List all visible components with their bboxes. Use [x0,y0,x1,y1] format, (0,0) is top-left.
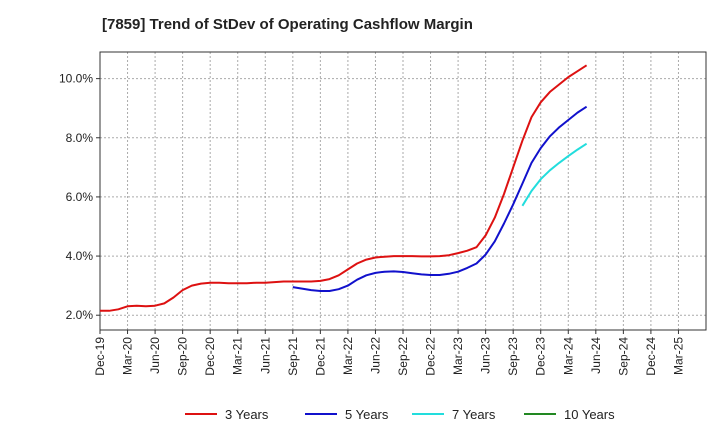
x-tick-label: Mar-25 [671,337,685,375]
x-tick-label: Sep-24 [616,337,630,376]
x-tick-label: Dec-21 [313,337,327,376]
y-axis-ticks: 2.0% 4.0% 6.0% 8.0% 10.0% [59,72,100,322]
y-tick-label: 10.0% [59,72,93,86]
series-line-7-years [521,142,588,207]
x-tick-label: Mar-24 [561,337,575,375]
chart-title: [7859] Trend of StDev of Operating Cashf… [102,16,473,33]
grid-layer [100,52,706,330]
legend-label: 10 Years [564,407,615,422]
series-layer [100,64,588,312]
x-tick-label: Sep-23 [506,337,520,376]
x-tick-label: Dec-24 [644,337,658,376]
legend: 3 Years 5 Years 7 Years 10 Years [185,407,615,422]
x-tick-label: Jun-20 [148,337,162,374]
x-tick-label: Dec-19 [93,337,107,376]
x-tick-label: Sep-20 [176,337,190,376]
x-tick-label: Mar-23 [451,337,465,375]
y-tick-label: 6.0% [66,190,94,204]
legend-label: 5 Years [345,407,389,422]
y-tick-label: 2.0% [66,308,94,322]
x-tick-label: Dec-22 [424,337,438,376]
x-tick-label: Jun-21 [258,337,272,374]
x-tick-label: Dec-23 [534,337,548,376]
y-tick-label: 4.0% [66,249,94,263]
x-tick-label: Mar-20 [121,337,135,375]
x-tick-label: Mar-21 [231,337,245,375]
legend-label: 7 Years [452,407,496,422]
x-tick-label: Jun-22 [368,337,382,374]
y-tick-label: 8.0% [66,131,94,145]
x-tick-label: Dec-20 [203,337,217,376]
x-tick-label: Mar-22 [341,337,355,375]
series-line-5-years [292,105,588,292]
x-tick-label: Sep-21 [286,337,300,376]
legend-label: 3 Years [225,407,269,422]
x-axis-ticks: Dec-19 Mar-20 Jun-20 Sep-20 Dec-20 Mar-21 Jun-… [93,330,685,376]
x-tick-label: Sep-22 [396,337,410,376]
x-tick-label: Jun-23 [479,337,493,374]
x-tick-label: Jun-24 [589,337,603,374]
series-line-3-years [100,64,588,312]
